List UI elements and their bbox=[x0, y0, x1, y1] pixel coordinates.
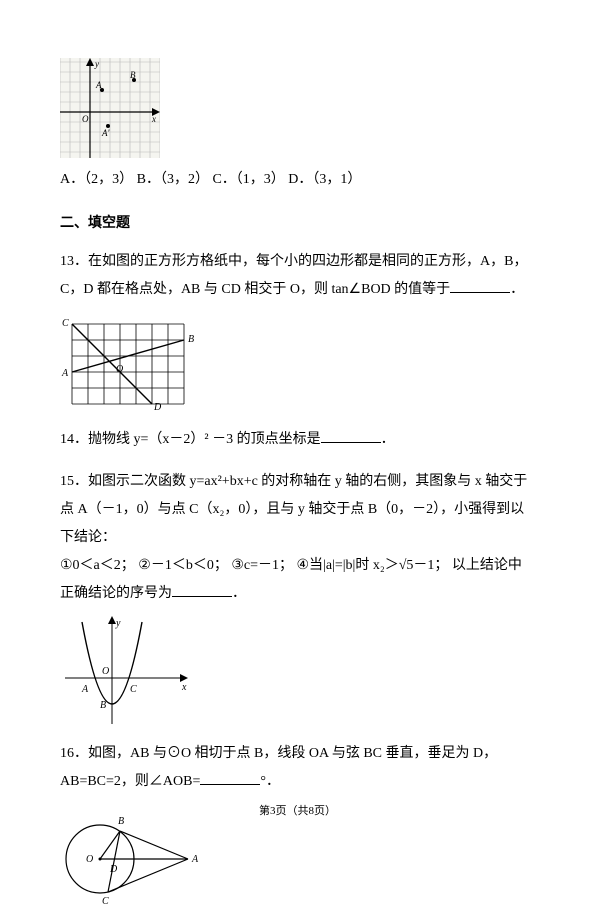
page-footer: 第3页（共8页） bbox=[0, 800, 595, 822]
svg-text:B: B bbox=[130, 70, 136, 80]
q15-line1: 15．如图示二次函数 y=ax²+bx+c 的对称轴在 y 轴的右侧，其图象与 … bbox=[60, 468, 535, 552]
svg-text:A: A bbox=[61, 368, 69, 379]
q14: 14．抛物线 y=（x－2）² －3 的顶点坐标是 ． bbox=[60, 426, 535, 454]
q13-blank bbox=[450, 278, 510, 293]
q16: 16．如图，AB 与⊙O 相切于点 B，线段 OA 与弦 BC 垂直，垂足为 D… bbox=[60, 740, 535, 914]
q16-after: °． bbox=[260, 774, 280, 789]
svg-text:C: C bbox=[62, 318, 69, 329]
q14-text: 14．抛物线 y=（x－2）² －3 的顶点坐标是 bbox=[60, 432, 321, 447]
q12-chart: y x A B O A' bbox=[60, 58, 160, 158]
svg-text:B: B bbox=[188, 334, 194, 345]
svg-text:x: x bbox=[181, 682, 187, 693]
svg-text:D: D bbox=[109, 864, 118, 875]
svg-text:x: x bbox=[151, 114, 156, 124]
svg-text:A: A bbox=[191, 854, 199, 865]
svg-text:A: A bbox=[95, 80, 102, 90]
q16-blank bbox=[200, 770, 260, 785]
svg-text:A: A bbox=[81, 684, 89, 695]
q15: 15．如图示二次函数 y=ax²+bx+c 的对称轴在 y 轴的右侧，其图象与 … bbox=[60, 468, 535, 726]
svg-text:y: y bbox=[94, 59, 99, 69]
q12-options: A．（2，3） B．（3，2） C．（1，3） D．（3，1） bbox=[60, 166, 535, 194]
svg-text:O: O bbox=[102, 666, 109, 677]
q15-line2: ①0＜a＜2； ②－1＜b＜0； ③c=－1； ④当|a|=|b|时 x₂＞√5… bbox=[60, 552, 535, 608]
q12-figure: y x A B O A' bbox=[60, 58, 535, 158]
svg-text:D: D bbox=[153, 402, 162, 412]
svg-text:A': A' bbox=[101, 128, 110, 138]
svg-text:O: O bbox=[82, 114, 89, 124]
q14-blank bbox=[321, 428, 381, 443]
q15-figure: y x A O C B bbox=[60, 616, 535, 726]
q14-after: ． bbox=[381, 432, 395, 447]
section-2-header: 二、填空题 bbox=[60, 210, 535, 238]
q13-figure: C B A O D bbox=[60, 312, 535, 412]
svg-text:y: y bbox=[115, 618, 121, 629]
q13-after: ． bbox=[510, 282, 524, 297]
svg-text:B: B bbox=[100, 700, 106, 711]
q15-line2-after: ． bbox=[232, 586, 246, 601]
svg-text:O: O bbox=[86, 854, 93, 865]
q13: 13．在如图的正方形方格纸中，每个小的四边形都是相同的正方形，A，B，C，D 都… bbox=[60, 248, 535, 412]
q15-line2-before: ①0＜a＜2； ②－1＜b＜0； ③c=－1； ④当|a|=|b|时 x₂＞√5… bbox=[60, 558, 522, 601]
q13-chart: C B A O D bbox=[60, 312, 200, 412]
q15-blank bbox=[172, 582, 232, 597]
q15-chart: y x A O C B bbox=[60, 616, 190, 726]
svg-text:C: C bbox=[102, 896, 109, 907]
svg-text:O: O bbox=[116, 364, 123, 375]
svg-text:C: C bbox=[130, 684, 137, 695]
